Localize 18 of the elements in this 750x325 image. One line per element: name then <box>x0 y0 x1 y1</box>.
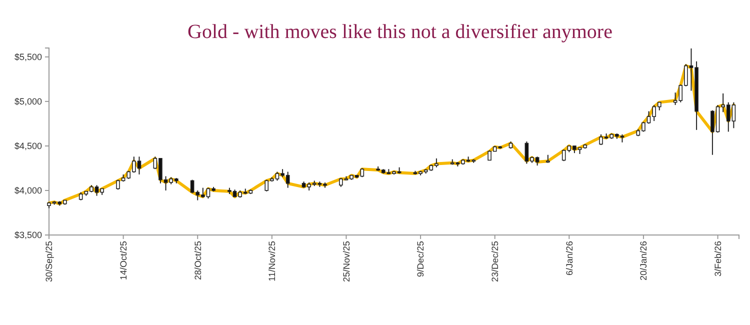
x-tick-label: 25/Nov/25 <box>341 241 352 282</box>
y-tick-label: $5,000 <box>14 96 42 106</box>
x-tick-label: 9/Dec/25 <box>416 241 426 278</box>
x-tick-label: 3/Feb/26 <box>712 241 723 277</box>
y-tick-label: $3,500 <box>14 230 42 240</box>
x-tick-label: 11/Nov/25 <box>267 241 278 282</box>
x-tick-label: 20/Jan/26 <box>638 241 649 281</box>
y-tick-label: $4,000 <box>14 185 42 196</box>
x-tick-label: 6/Jan/26 <box>564 241 574 276</box>
y-tick-label: $5,500 <box>14 52 42 62</box>
x-tick-label: 28/Oct/25 <box>192 241 203 280</box>
candlestick <box>562 149 566 162</box>
y-tick-label: $4,500 <box>14 140 42 151</box>
x-tick-label: 14/Oct/25 <box>118 241 128 280</box>
x-tick-label: 23/Dec/25 <box>490 241 500 282</box>
line-series <box>48 64 736 206</box>
chart-title: Gold - with moves like this not a diversifier anymore <box>188 21 613 43</box>
x-tick-label: 30/Sep/25 <box>44 241 54 282</box>
